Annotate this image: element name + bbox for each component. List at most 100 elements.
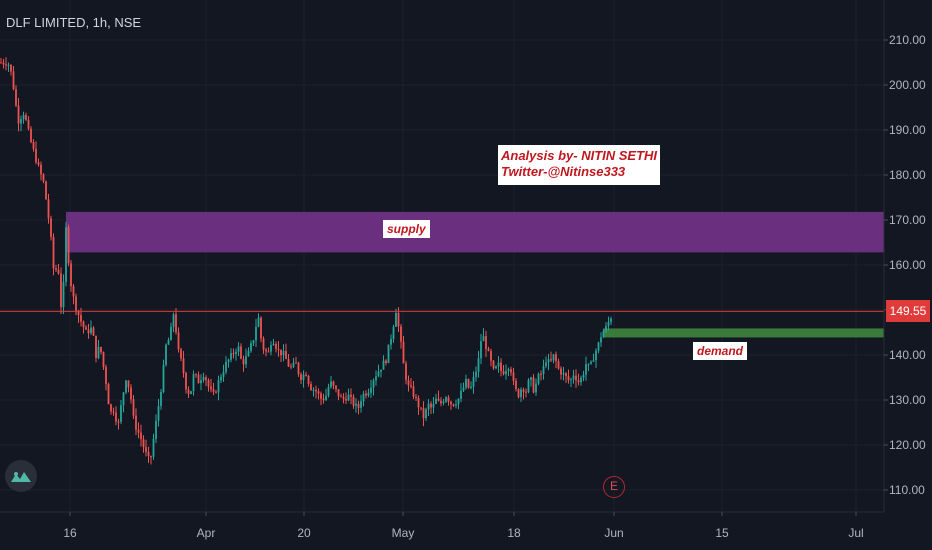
earnings-event-badge[interactable]: E — [603, 476, 625, 498]
candle-body — [87, 329, 90, 334]
price-axis[interactable]: 210.00200.00190.00180.00170.00160.00150.… — [883, 0, 926, 512]
time-tick-label: 15 — [715, 526, 729, 540]
candle-body — [305, 374, 307, 376]
candle-body — [577, 380, 580, 383]
candle-body — [32, 142, 35, 149]
candle-body — [337, 389, 340, 397]
candle-body — [570, 379, 572, 381]
candle-body — [490, 350, 492, 361]
candle-body — [310, 384, 312, 391]
candle-body — [365, 393, 367, 396]
candle-body — [97, 346, 100, 359]
candle-body — [40, 164, 42, 175]
candle-body — [15, 89, 17, 106]
candle-body — [142, 439, 145, 448]
candle-body — [295, 362, 297, 364]
candle-body — [442, 401, 445, 404]
candle-body — [370, 387, 372, 393]
candle-body — [135, 415, 137, 430]
candle-body — [595, 350, 597, 361]
candle-body — [192, 374, 195, 392]
candle-body — [597, 342, 600, 351]
candle-body — [372, 380, 375, 388]
candle-body — [2, 62, 5, 65]
candle-body — [187, 389, 190, 394]
candle-body — [20, 119, 22, 124]
candle-body — [277, 348, 280, 350]
candle-body — [75, 296, 77, 311]
candle-body — [492, 360, 495, 369]
candle-body — [247, 350, 250, 357]
candle-body — [395, 312, 397, 327]
candle-body — [12, 71, 15, 90]
candle-body — [530, 377, 532, 380]
price-zones — [66, 211, 884, 338]
candle-body — [555, 354, 557, 362]
candle-body — [367, 392, 370, 396]
candle-body — [180, 349, 182, 359]
candle-body — [420, 407, 422, 409]
candle-body — [132, 399, 135, 416]
candle-body — [537, 373, 540, 384]
candle-body — [382, 360, 385, 370]
candle-body — [170, 326, 172, 341]
price-tick-label: 110.00 — [889, 483, 925, 497]
candle-body — [82, 321, 85, 328]
candle-body — [185, 373, 187, 390]
candle-body — [222, 372, 225, 377]
candle-body — [332, 381, 335, 386]
price-tick-label: 180.00 — [889, 168, 926, 182]
candle-body — [322, 398, 325, 401]
last-price-tag: 149.55 — [886, 300, 930, 322]
candle-body — [262, 338, 265, 350]
time-axis[interactable]: 16 Apr 20 May 18 Jun 15 Jul — [0, 511, 884, 540]
candle-body — [430, 403, 432, 408]
candle-body — [307, 375, 310, 385]
candle-body — [582, 374, 585, 378]
candle-body — [500, 362, 502, 371]
analysis-note: Analysis by- NITIN SETHI Twitter-@Nitins… — [498, 145, 660, 185]
candle-body — [470, 386, 472, 388]
tradingview-logo-icon[interactable] — [5, 460, 37, 492]
candle-body — [535, 383, 537, 393]
candle-body — [55, 268, 57, 270]
time-tick-label: Jun — [604, 526, 623, 540]
candle-body — [462, 387, 465, 391]
candle-body — [360, 401, 362, 408]
candle-body — [215, 391, 217, 393]
candle-body — [155, 420, 157, 439]
candle-body — [532, 377, 535, 393]
candle-body — [85, 327, 87, 330]
candle-body — [157, 406, 160, 421]
candle-body — [100, 346, 102, 353]
candle-body — [112, 411, 115, 413]
candle-body — [30, 128, 32, 143]
candle-body — [105, 367, 107, 384]
candle-body — [440, 400, 442, 404]
price-tick-label: 200.00 — [889, 78, 926, 92]
candle-body — [562, 373, 565, 375]
candle-body — [7, 64, 10, 66]
candle-body — [60, 273, 62, 308]
time-tick-label: 16 — [63, 526, 77, 540]
candle-body — [437, 398, 440, 401]
candle-body — [445, 397, 447, 402]
candle-body — [235, 351, 237, 354]
candle-body — [510, 369, 512, 373]
candle-body — [380, 369, 382, 372]
candle-body — [90, 327, 92, 334]
candle-body — [152, 438, 155, 457]
candle-body — [227, 359, 230, 362]
candle-body — [552, 354, 555, 361]
candle-body — [505, 371, 507, 375]
candle-body — [25, 114, 27, 120]
price-tick-label: 210.00 — [889, 33, 926, 47]
candle-body — [502, 370, 505, 375]
candle-body — [72, 286, 75, 297]
candle-body — [392, 326, 395, 339]
candle-body — [165, 344, 167, 365]
candle-body — [287, 358, 290, 367]
candle-body — [10, 64, 12, 72]
